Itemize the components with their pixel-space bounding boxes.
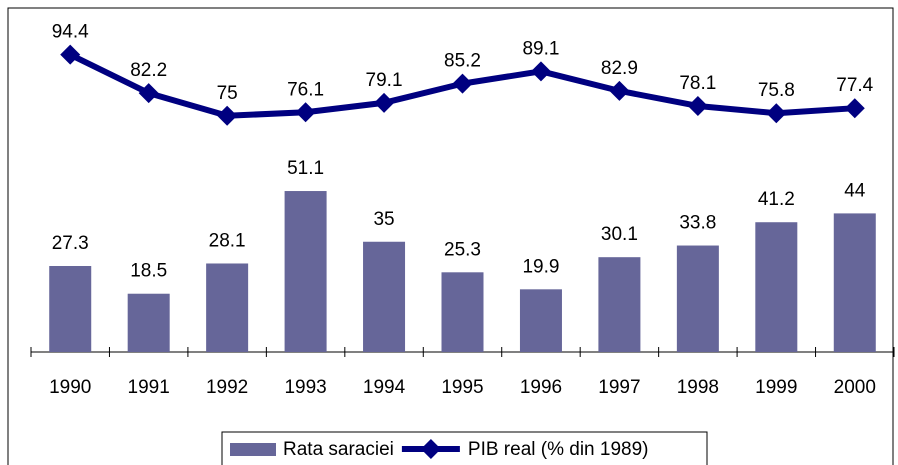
line-marker [687, 95, 708, 116]
data-label: 94.4 [52, 22, 89, 43]
data-label: 28.1 [209, 231, 246, 252]
bar [519, 289, 562, 352]
data-label: 82.2 [130, 60, 167, 81]
x-tick-label: 1995 [441, 377, 483, 398]
x-tick-label: 1994 [363, 377, 406, 398]
legend-swatch [420, 439, 441, 459]
bar [127, 293, 170, 352]
data-label: 44 [844, 180, 866, 201]
data-label: 79.1 [366, 70, 403, 91]
line-marker [60, 44, 81, 65]
bar [755, 222, 798, 352]
legend-label: Rata saraciei [283, 439, 394, 460]
line-marker [452, 73, 473, 94]
data-label: 27.3 [52, 233, 89, 254]
bar [284, 191, 327, 352]
data-label: 75 [217, 83, 238, 104]
data-label: 85.2 [444, 51, 481, 72]
legend-label: PIB real (% din 1989) [468, 439, 649, 460]
bar [598, 257, 641, 352]
data-label: 78.1 [679, 73, 716, 94]
x-tick-label: 2000 [834, 377, 876, 398]
bar [363, 241, 406, 352]
data-label: 77.4 [836, 75, 873, 96]
x-tick-label: 1999 [755, 377, 797, 398]
line-marker [295, 102, 316, 123]
legend-box [221, 431, 708, 465]
x-tick-label: 1998 [677, 377, 719, 398]
bar [206, 263, 249, 352]
line-marker [374, 92, 395, 113]
data-label: 30.1 [601, 224, 638, 245]
data-label: 51.1 [287, 158, 324, 179]
line-marker [530, 61, 551, 82]
x-tick-label: 1996 [520, 377, 562, 398]
line-marker [766, 103, 787, 124]
bar [833, 213, 876, 352]
data-label: 82.9 [601, 58, 638, 79]
bar [441, 272, 484, 352]
data-label: 41.2 [758, 189, 795, 210]
bar [49, 266, 92, 352]
line-marker [844, 98, 865, 119]
data-label: 19.9 [522, 256, 559, 277]
data-label: 25.3 [444, 239, 481, 260]
data-label: 18.5 [130, 261, 167, 282]
data-label: 33.8 [679, 213, 716, 234]
x-tick-label: 1997 [598, 377, 640, 398]
x-tick-label: 1991 [128, 377, 170, 398]
data-label: 35 [373, 209, 394, 230]
line-marker [609, 80, 630, 101]
line-marker [138, 83, 159, 104]
chart-frame [7, 7, 894, 465]
line-marker [217, 105, 238, 126]
data-label: 75.8 [758, 80, 795, 101]
x-tick-label: 1993 [284, 377, 326, 398]
bar [676, 245, 719, 352]
data-label: 76.1 [287, 79, 324, 100]
legend-swatch [230, 443, 276, 456]
x-tick-label: 1990 [49, 377, 91, 398]
x-tick-label: 1992 [206, 377, 248, 398]
data-label: 89.1 [522, 38, 559, 59]
